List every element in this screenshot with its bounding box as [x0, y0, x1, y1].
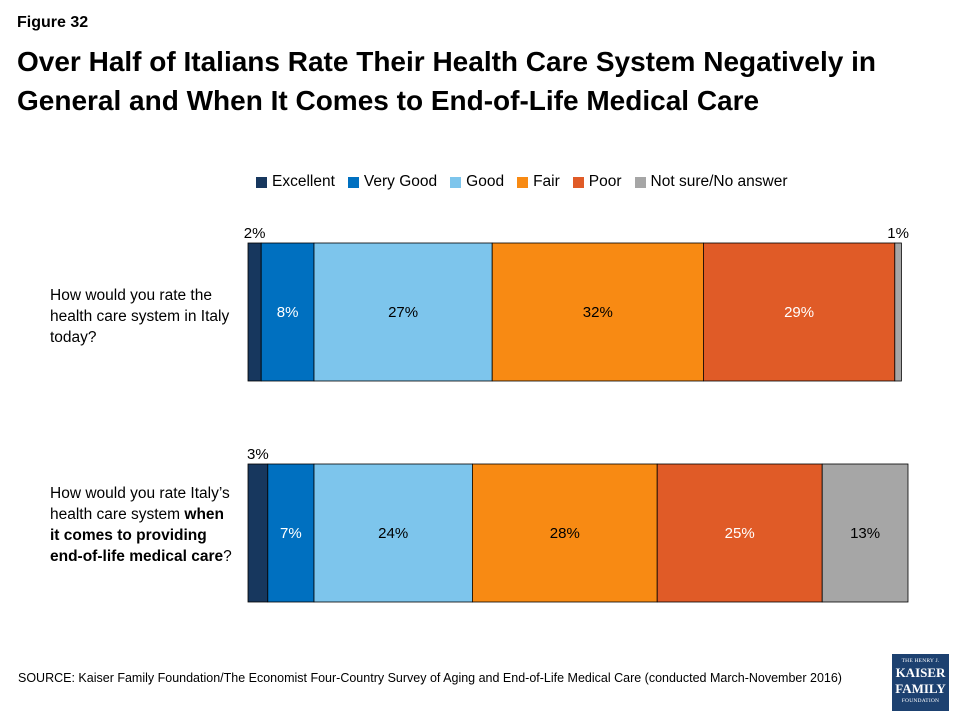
- question-label-2: How would you rate Italy’s health care s…: [50, 483, 235, 567]
- logo-line-3: FAMILY: [895, 681, 946, 696]
- legend-label: Excellent: [272, 173, 335, 190]
- legend-swatch: [517, 176, 529, 188]
- data-label-row1-5: 29%: [784, 304, 814, 321]
- legend-swatch: [572, 176, 584, 188]
- legend-swatch: [634, 176, 646, 188]
- legend-label: Very Good: [363, 173, 438, 190]
- legend-item-5: Poor: [572, 173, 622, 191]
- bar-segment-row1-4: [491, 242, 704, 382]
- legend-item-1: Excellent: [256, 173, 335, 191]
- question-2-text-pre: How would you rate Italy’s health care s…: [50, 485, 230, 523]
- source-note: SOURCE: Kaiser Family Foundation/The Eco…: [18, 671, 842, 685]
- chart-title: Over Half of Italians Rate Their Health …: [17, 46, 876, 116]
- bar-segment-row2-1: [247, 463, 269, 603]
- figure-label: Figure 32: [17, 14, 89, 31]
- legend-item-2: Very Good: [347, 173, 438, 191]
- kff-logo: THE HENRY J. KAISER FAMILY FOUNDATION: [892, 654, 949, 711]
- bar-segment-row2-3: [313, 463, 473, 603]
- bar-segment-row2-6: [821, 463, 909, 603]
- legend-swatch: [450, 176, 462, 188]
- logo-line-4: FOUNDATION: [901, 698, 940, 704]
- legend-label: Poor: [588, 173, 622, 190]
- data-label-row1-2: 8%: [277, 304, 299, 321]
- data-label-row2-4: 28%: [550, 525, 580, 542]
- legend-label: Fair: [533, 173, 560, 190]
- data-label-row1-3: 27%: [388, 304, 418, 321]
- bar-segment-row1-6: [894, 242, 902, 382]
- legend-item-3: Good: [450, 173, 504, 191]
- bar-segment-row1-2: [260, 242, 315, 382]
- question-2-text-post: ?: [223, 548, 232, 565]
- data-label-row2-5: 25%: [725, 525, 755, 542]
- question-1-text: How would you rate the health care syste…: [50, 287, 230, 346]
- bar-segment-row2-4: [471, 463, 658, 603]
- data-label-row1-1: 2%: [244, 225, 266, 242]
- data-label-row2-2: 7%: [280, 525, 302, 542]
- data-label-row2-3: 24%: [378, 525, 408, 542]
- legend-label: Not sure/No answer: [650, 173, 788, 190]
- logo-line-2: KAISER: [895, 665, 946, 680]
- question-2-text-bold: when it comes to providing end-of-life m…: [50, 506, 225, 565]
- chart-legend: Excellent Very Good Good Fair Poor Not sure/N…: [256, 172, 801, 192]
- data-label-row1-6: 1%: [887, 225, 909, 242]
- legend-swatch: [256, 176, 267, 188]
- bar-segment-row2-5: [656, 463, 823, 603]
- bar-segment-row1-5: [703, 242, 896, 382]
- bar-segment-row1-3: [313, 242, 493, 382]
- question-label-1: How would you rate the health care syste…: [50, 285, 235, 348]
- data-label-row2-6: 13%: [850, 525, 880, 542]
- legend-swatch: [347, 176, 359, 188]
- legend-label: Good: [466, 173, 505, 190]
- legend-item-6: Not sure/No answer: [634, 173, 788, 191]
- logo-line-1: THE HENRY J.: [901, 658, 940, 664]
- legend-item-4: Fair: [517, 173, 560, 191]
- bar-segment-row2-2: [267, 463, 315, 603]
- data-label-row2-1: 3%: [247, 446, 269, 463]
- data-label-row1-4: 32%: [583, 304, 613, 321]
- bar-segment-row1-1: [247, 242, 262, 382]
